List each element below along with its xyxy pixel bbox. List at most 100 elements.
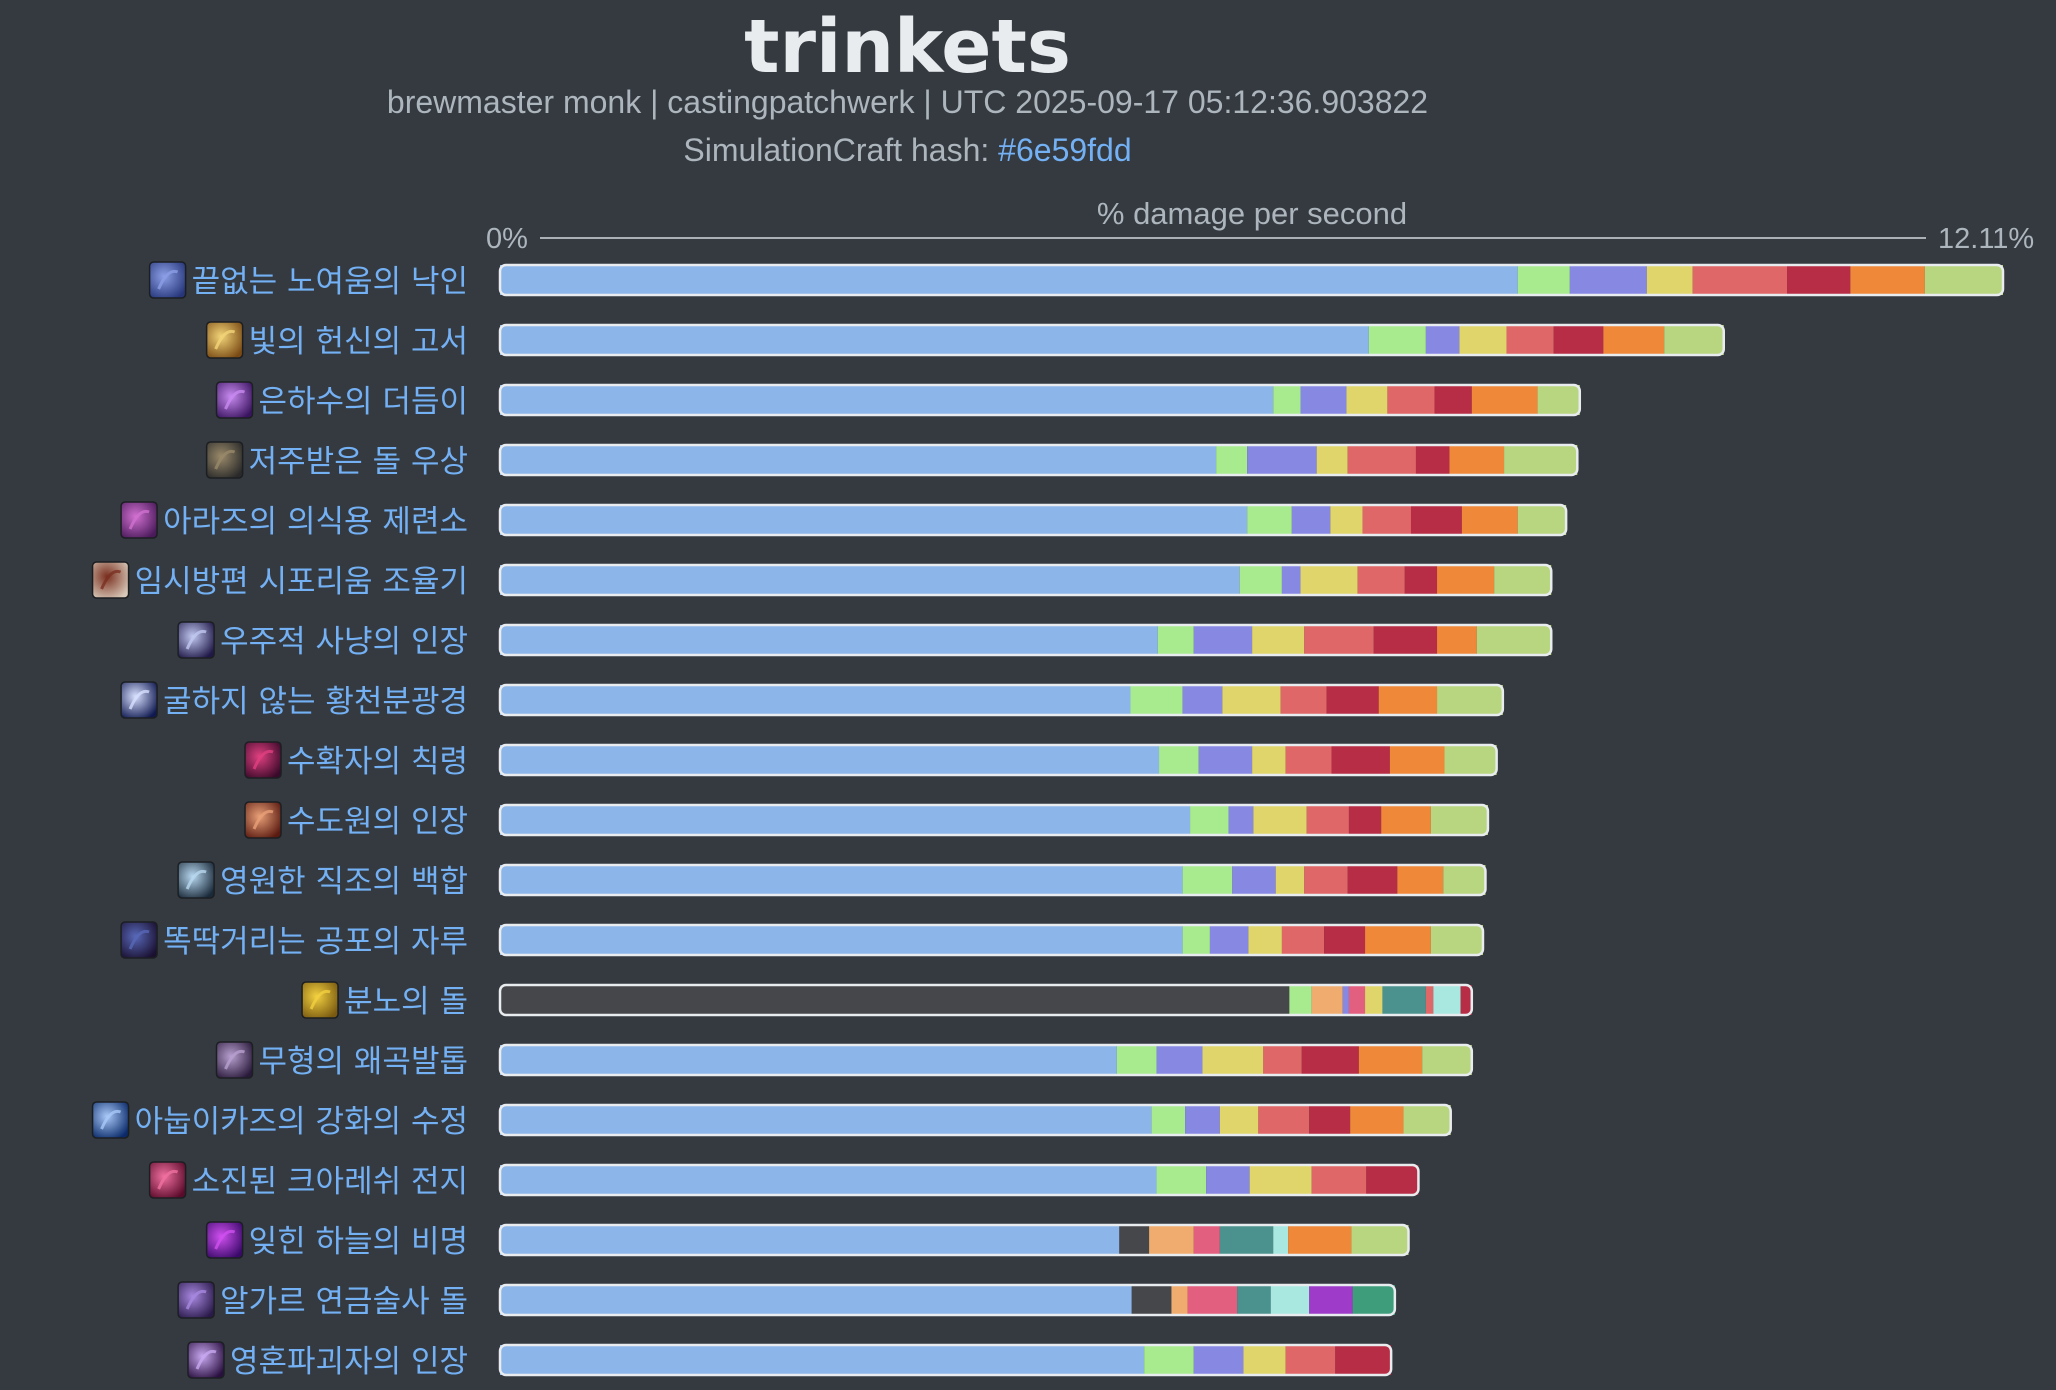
bar-outline	[498, 1283, 1397, 1317]
bar-segment-orange	[1389, 745, 1445, 775]
row-label[interactable]: 끝없는 노여움의 낙인	[192, 264, 468, 300]
row-label[interactable]: 무형의 왜곡발톱	[259, 1044, 469, 1080]
stacked-bar[interactable]	[498, 323, 1725, 357]
row-label[interactable]: 임시방편 시포리움 조율기	[135, 564, 468, 600]
bar-segment-yellow	[1275, 865, 1305, 895]
hash-line: SimulationCraft hash: #6e59fdd	[0, 132, 1815, 169]
stacked-bar[interactable]	[498, 263, 2005, 297]
bar-row[interactable]: 똑딱거리는 공포의 자루	[120, 921, 1485, 960]
bar-segment-blue	[500, 1285, 1132, 1315]
bar-segment-red	[1425, 985, 1434, 1015]
hash-link[interactable]: #6e59fdd	[998, 132, 1132, 168]
row-label[interactable]: 분노의 돌	[344, 984, 468, 1020]
bar-segment-olive	[1517, 505, 1567, 535]
bar-segment-orange	[1850, 265, 1925, 295]
bar-row[interactable]: 아라즈의 의식용 제련소	[120, 501, 1568, 540]
row-label[interactable]: 아눕이카즈의 강화의 수정	[135, 1104, 468, 1140]
bar-row[interactable]: 빛의 헌신의 고서	[205, 321, 1725, 360]
bar-outline	[498, 443, 1579, 477]
monastery-seal-icon	[244, 801, 282, 839]
bar-segment-red	[1357, 565, 1405, 595]
stacked-bar[interactable]	[498, 563, 1553, 597]
stacked-bar[interactable]	[498, 803, 1490, 837]
sack-icon	[120, 921, 158, 959]
bar-segment-green	[1130, 685, 1183, 715]
row-label[interactable]: 똑딱거리는 공포의 자루	[163, 924, 468, 960]
bar-segment-crimson	[1326, 685, 1379, 715]
row-label[interactable]: 은하수의 더듬이	[259, 384, 469, 420]
row-label[interactable]: 영원한 직조의 백합	[220, 864, 468, 900]
stacked-bar[interactable]	[498, 1223, 1410, 1257]
chart-subtitle: brewmaster monk | castingpatchwerk | UTC…	[386, 84, 1429, 120]
row-label[interactable]: 우주적 사냥의 인장	[220, 624, 468, 660]
bar-row[interactable]: 아눕이카즈의 강화의 수정	[91, 1101, 1452, 1140]
bar-row[interactable]: 영혼파괴자의 인장	[187, 1341, 1393, 1380]
stacked-bar[interactable]	[498, 683, 1505, 717]
bar-row[interactable]: 알가르 연금술사 돌	[177, 1281, 1397, 1320]
row-label[interactable]: 영혼파괴자의 인장	[230, 1344, 468, 1380]
row-label[interactable]: 소진된 크아레쉬 전지	[192, 1164, 468, 1200]
bar-segment-olive	[1444, 745, 1497, 775]
bar-outline	[498, 923, 1485, 957]
bar-outline	[498, 563, 1553, 597]
bar-segment-red	[1311, 1165, 1367, 1195]
stacked-bar[interactable]	[498, 1343, 1393, 1377]
stacked-bar[interactable]	[498, 383, 1582, 417]
bar-segment-purple	[1228, 805, 1254, 835]
bar-row[interactable]: 수도원의 인장	[244, 801, 1490, 840]
row-label[interactable]: 수확자의 칙령	[287, 744, 468, 780]
row-label[interactable]: 아라즈의 의식용 제련소	[163, 504, 468, 540]
bar-segment-blue	[500, 265, 1518, 295]
stacked-bar[interactable]	[498, 1283, 1397, 1317]
bar-row[interactable]: 임시방편 시포리움 조율기	[91, 561, 1553, 600]
bar-segment-purple	[1198, 745, 1253, 775]
bar-row[interactable]: 수확자의 칙령	[244, 741, 1498, 780]
chart-title: trinkets	[744, 4, 1071, 90]
bar-segment-yellow	[1253, 805, 1307, 835]
row-label[interactable]: 저주받은 돌 우상	[249, 444, 468, 480]
stacked-bar[interactable]	[498, 623, 1553, 657]
bar-row[interactable]: 무형의 왜곡발톱	[215, 1041, 1474, 1080]
bar-segment-orange	[1288, 1225, 1352, 1255]
row-label[interactable]: 잊힌 하늘의 비명	[249, 1224, 468, 1260]
row-label[interactable]: 빛의 헌신의 고서	[249, 324, 468, 360]
stacked-bar[interactable]	[498, 923, 1485, 957]
cosmic-sigil-icon	[177, 621, 215, 659]
bar-segment-olive	[1403, 1105, 1451, 1135]
bar-row[interactable]: 은하수의 더듬이	[215, 381, 1582, 420]
bar-row[interactable]: 끝없는 노여움의 낙인	[148, 261, 2005, 300]
stacked-bar[interactable]	[498, 743, 1498, 777]
bar-segment-red	[1285, 1345, 1336, 1375]
bar-row[interactable]: 우주적 사냥의 인장	[177, 621, 1553, 660]
stacked-bar[interactable]	[498, 503, 1568, 537]
bar-outline	[498, 803, 1490, 837]
row-label[interactable]: 굴하지 않는 황천분광경	[163, 684, 468, 720]
stacked-bar[interactable]	[498, 863, 1487, 897]
bar-row[interactable]: 소진된 크아레쉬 전지	[148, 1161, 1420, 1200]
stacked-bar[interactable]	[498, 1163, 1420, 1197]
stacked-bar[interactable]	[498, 1103, 1452, 1137]
soulbreaker-sigil-icon	[187, 1341, 225, 1379]
bar-segment-yellow	[1300, 565, 1358, 595]
bar-segment-purple	[1209, 925, 1249, 955]
bar-segment-crimson	[1410, 505, 1462, 535]
bar-row[interactable]: 저주받은 돌 우상	[205, 441, 1579, 480]
stacked-bar[interactable]	[498, 983, 1474, 1017]
row-label[interactable]: 수도원의 인장	[287, 804, 468, 840]
row-label[interactable]: 알가르 연금술사 돌	[220, 1284, 468, 1320]
bar-segment-yellow	[1243, 1345, 1286, 1375]
x-axis-max-label: 12.11%	[1938, 223, 2034, 255]
bar-outline	[498, 383, 1582, 417]
stacked-bar[interactable]	[498, 443, 1579, 477]
bar-segment-yellow	[1219, 1105, 1259, 1135]
bar-segment-crimson	[1460, 985, 1472, 1015]
stacked-bar[interactable]	[498, 1043, 1474, 1077]
bar-row[interactable]: 분노의 돌	[301, 981, 1474, 1020]
bar-segment-purple	[1247, 445, 1317, 475]
bar-row[interactable]: 굴하지 않는 황천분광경	[120, 681, 1505, 720]
bar-segment-orange	[1449, 445, 1505, 475]
bar-segment-red	[1263, 1045, 1302, 1075]
bar-segment-purple	[1291, 505, 1331, 535]
bar-row[interactable]: 영원한 직조의 백합	[177, 861, 1487, 900]
bar-row[interactable]: 잊힌 하늘의 비명	[205, 1221, 1410, 1260]
